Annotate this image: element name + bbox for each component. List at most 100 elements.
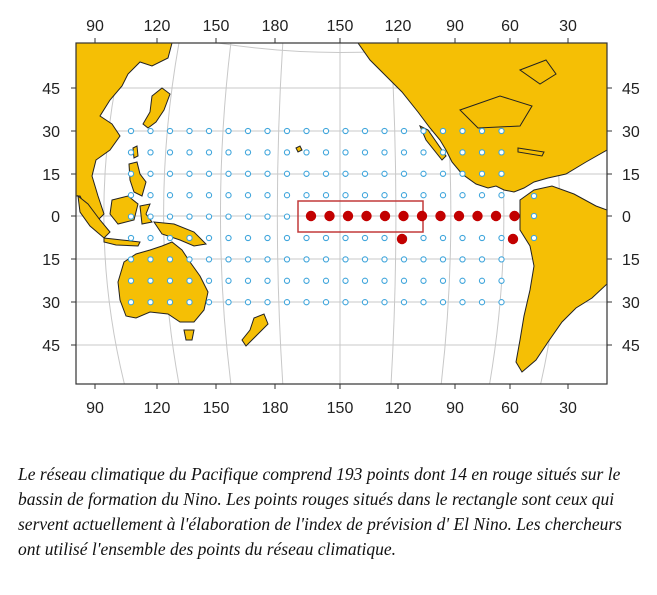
network-point [361,127,369,135]
network-point [400,192,408,199]
network-point [264,256,271,263]
bottom-longitude-label: 150 [327,400,354,417]
new-guinea-island [152,221,208,247]
network-point [225,299,232,306]
map-frame [75,42,608,385]
network-point [264,170,271,177]
top-longitude-label: 120 [144,18,171,35]
network-point [498,192,505,199]
network-point [459,127,466,135]
network-point [264,192,271,199]
network-point [459,299,466,306]
network-point [342,234,349,242]
network-point [186,213,193,220]
network-point [264,213,271,220]
network-point [127,170,135,177]
network-point [498,256,505,263]
network-point [303,149,310,156]
network-point [283,234,291,242]
network-point [381,299,388,306]
network-point [361,277,369,284]
borneo-island [109,195,139,225]
network-point [186,234,193,242]
asia-landmass [76,43,173,223]
right-latitude-label: 30 [622,295,640,312]
network-point [225,213,232,220]
network-point [127,277,135,284]
top-longitude-label: 90 [446,18,464,35]
network-point [361,192,369,199]
network-point [225,256,232,263]
map-caption: Le réseau climatique du Pacifique compre… [18,464,622,559]
cuba-island [517,147,545,157]
meridian-line [219,43,232,384]
network-point [478,170,486,177]
network-point [283,213,291,220]
network-point [420,299,427,306]
network-point [186,170,193,177]
network-point [498,277,505,284]
network-point [166,256,174,263]
network-point [186,127,193,135]
sumatra-island [77,194,111,239]
nino-point [342,210,354,222]
top-longitude-label: 30 [559,18,577,35]
network-point [361,170,369,177]
network-point [264,277,271,284]
network-point [147,127,154,135]
outer-parallel-line [215,43,465,53]
network-point [459,234,466,242]
left-latitude-label: 45 [42,338,60,355]
nino-point [379,210,391,222]
network-point [342,170,349,177]
network-point [459,149,466,156]
network-point [439,149,447,156]
bottom-longitude-label: 150 [203,400,230,417]
nino-point [396,233,408,245]
network-point [322,234,330,242]
north-america-interior-notch [459,95,533,129]
network-point [400,277,408,284]
network-point [342,127,349,135]
network-point [205,234,213,242]
network-point [322,127,330,135]
network-point [342,277,349,284]
network-point [283,170,291,177]
network-point [205,170,213,177]
south-america-landmass [515,185,607,373]
right-latitude-label: 30 [622,124,640,141]
left-latitude-label: 15 [42,252,60,269]
network-point [147,256,154,263]
network-point [322,170,330,177]
meridian-line [276,43,284,384]
network-point [439,127,447,135]
network-point [244,234,252,242]
network-point [478,277,486,284]
network-point [459,170,466,177]
network-point [225,149,232,156]
right-latitude-label: 15 [622,167,640,184]
network-point [186,192,193,199]
bottom-longitude-label: 90 [446,400,464,417]
japan-islands [142,87,171,129]
nino-point [435,210,446,222]
network-point [283,299,291,306]
network-point [166,299,174,306]
network-point [225,192,232,199]
network-point [147,149,154,156]
pacific-climate-network-map: 90 120 150 180 150 120 90 60 30 90 120 150 180 150 120… [42,18,640,417]
network-point [244,192,252,199]
right-latitude-label: 45 [622,338,640,355]
left-latitude-label: 0 [51,209,60,226]
network-point [166,170,174,177]
network-point [166,127,174,135]
network-point [381,192,388,199]
network-point [381,234,388,242]
nino-point [490,210,502,222]
network-point [381,170,388,177]
left-latitude-label: 15 [42,167,60,184]
network-point [530,192,538,200]
network-point [283,277,291,284]
network-point [244,277,252,284]
